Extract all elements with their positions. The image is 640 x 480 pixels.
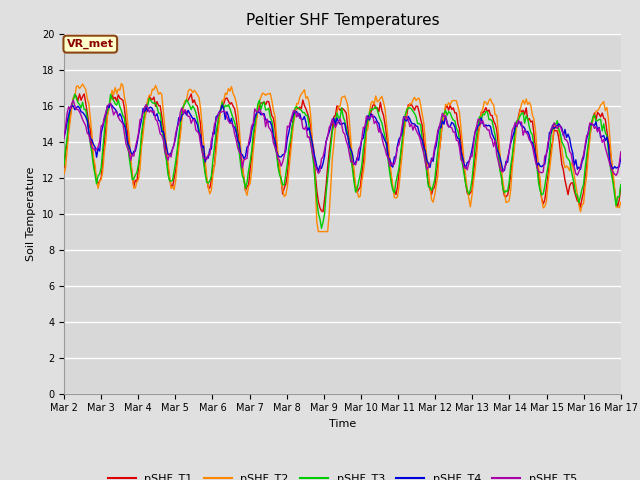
Y-axis label: Soil Temperature: Soil Temperature <box>26 167 36 261</box>
Text: VR_met: VR_met <box>67 39 114 49</box>
Title: Peltier SHF Temperatures: Peltier SHF Temperatures <box>246 13 439 28</box>
Legend: pSHF_T1, pSHF_T2, pSHF_T3, pSHF_T4, pSHF_T5: pSHF_T1, pSHF_T2, pSHF_T3, pSHF_T4, pSHF… <box>103 469 582 480</box>
X-axis label: Time: Time <box>329 419 356 429</box>
